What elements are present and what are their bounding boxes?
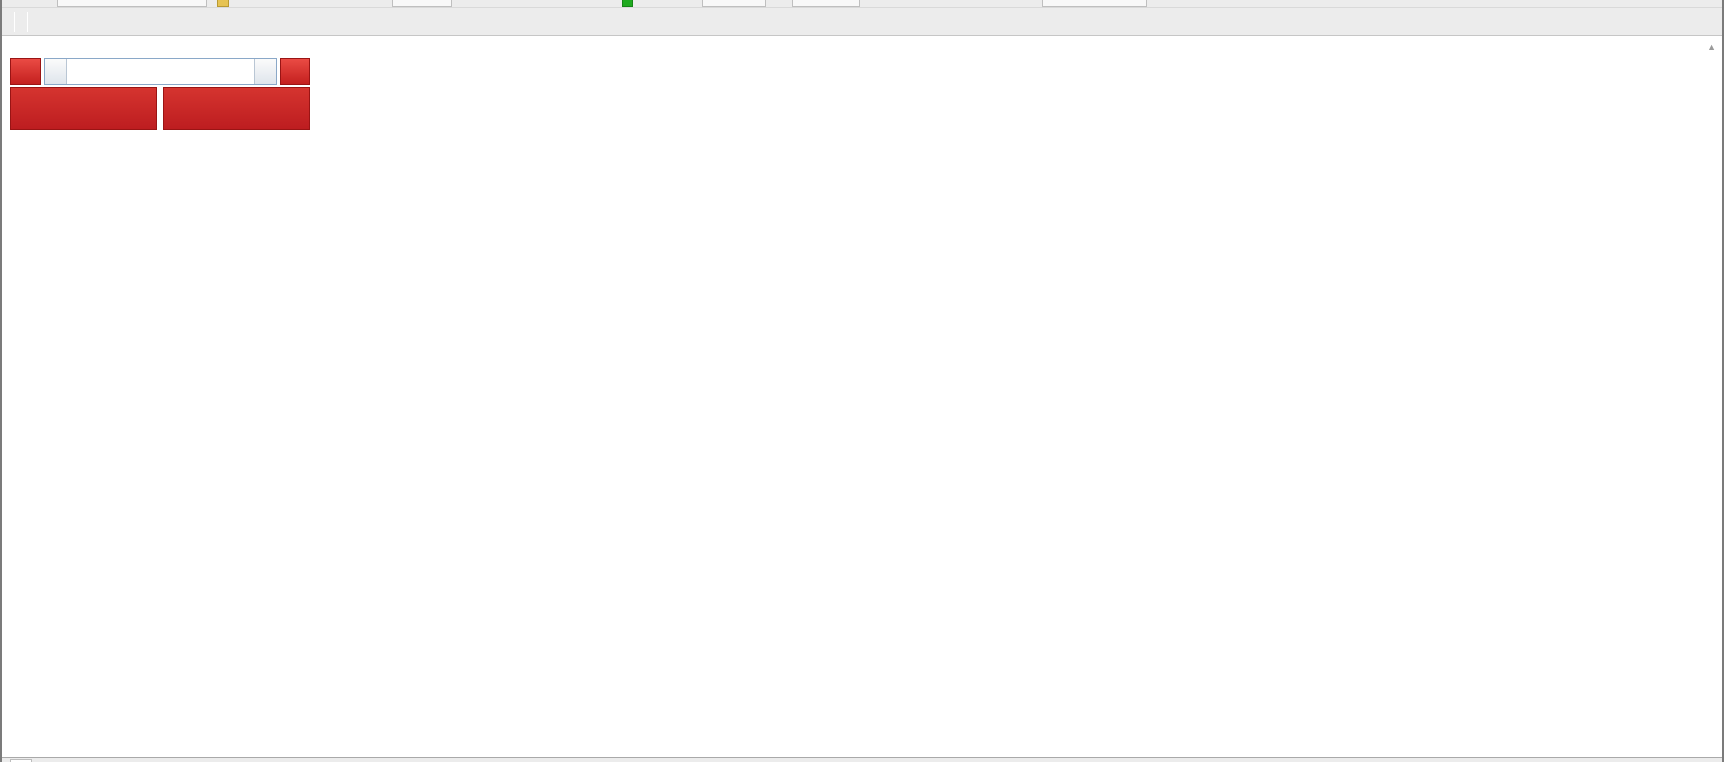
- volume-decrease-icon[interactable]: [44, 59, 67, 84]
- clipped-ui-fragment: [10, 759, 32, 762]
- sell-button[interactable]: [10, 58, 41, 85]
- clipped-ui-fragment: [1042, 0, 1147, 7]
- toolbar-separator: [14, 11, 15, 32]
- sell-price-display[interactable]: [10, 87, 157, 130]
- clipped-ui-fragment: [702, 0, 766, 7]
- clipped-ui-fragment: [392, 0, 452, 7]
- chart-nav-icon[interactable]: ▲: [1707, 42, 1716, 52]
- volume-stepper: [43, 58, 277, 85]
- window-bottom-edge: [2, 757, 1722, 762]
- buy-price-display[interactable]: [163, 87, 310, 130]
- chart-canvas[interactable]: [2, 36, 1724, 757]
- clipped-upper-toolbar: [2, 0, 1722, 8]
- chart-toolbar: [2, 8, 1722, 36]
- chart-area[interactable]: ▲: [2, 36, 1724, 757]
- volume-increase-icon[interactable]: [253, 59, 276, 84]
- clipped-ui-fragment: [792, 0, 860, 7]
- volume-input[interactable]: [66, 59, 254, 84]
- clipped-ui-fragment: [217, 0, 229, 7]
- one-click-trading-panel: [10, 58, 310, 130]
- clipped-ui-fragment: [57, 0, 207, 7]
- toolbar-separator: [27, 11, 28, 32]
- clipped-ui-fragment: [622, 0, 633, 7]
- buy-button[interactable]: [279, 58, 310, 85]
